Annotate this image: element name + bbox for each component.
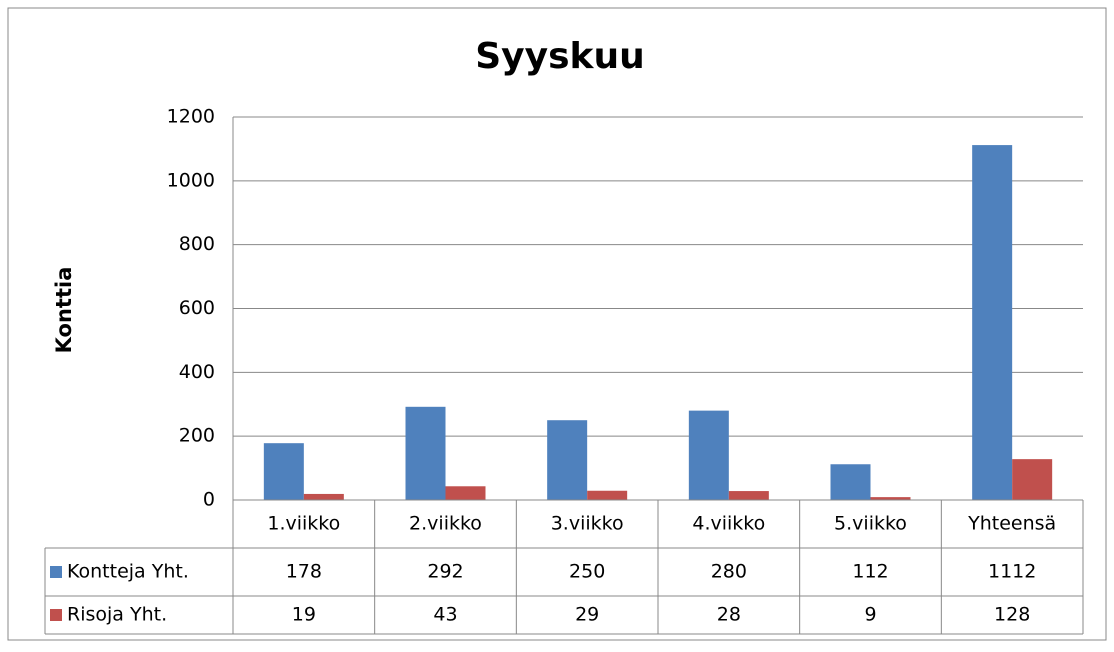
x-tick-label: 1.viikko <box>267 513 340 535</box>
table-value: 292 <box>427 561 463 583</box>
bar <box>688 410 729 500</box>
table-value: 9 <box>864 604 876 626</box>
y-tick-label: 600 <box>179 297 215 319</box>
bar <box>728 491 769 500</box>
x-tick-label: Yhteensä <box>967 513 1056 535</box>
legend-key <box>50 609 62 621</box>
bar <box>830 464 871 500</box>
bar <box>870 497 911 500</box>
table-value: 280 <box>711 561 747 583</box>
x-tick-label: 3.viikko <box>551 513 624 535</box>
y-tick-label: 1200 <box>167 106 215 128</box>
bar <box>972 145 1013 500</box>
bar <box>547 420 588 500</box>
chart-title: Syyskuu <box>475 36 645 77</box>
x-tick-label: 4.viikko <box>692 513 765 535</box>
table-value: 43 <box>433 604 457 626</box>
y-tick-label: 800 <box>179 233 215 255</box>
legend-label: Kontteja Yht. <box>67 561 189 583</box>
table-value: 29 <box>575 604 599 626</box>
table-value: 112 <box>852 561 888 583</box>
bar <box>263 443 304 500</box>
table-value: 250 <box>569 561 605 583</box>
y-tick-label: 400 <box>179 361 215 383</box>
bar <box>405 406 446 500</box>
table-value: 19 <box>292 604 316 626</box>
bar <box>445 486 486 500</box>
x-tick-label: 5.viikko <box>834 513 907 535</box>
legend-key <box>50 566 62 578</box>
chart-border <box>7 7 1107 641</box>
table-value: 128 <box>994 604 1030 626</box>
table-value: 28 <box>717 604 741 626</box>
legend-label: Risoja Yht. <box>67 604 167 626</box>
y-tick-label: 0 <box>203 489 215 511</box>
table-value: 1112 <box>988 561 1036 583</box>
bar <box>1012 459 1053 500</box>
table-value: 178 <box>286 561 322 583</box>
y-axis-label: Konttia <box>52 267 76 354</box>
bar <box>587 490 628 500</box>
x-tick-label: 2.viikko <box>409 513 482 535</box>
bar <box>303 493 344 500</box>
y-tick-label: 200 <box>179 425 215 447</box>
y-tick-label: 1000 <box>167 169 215 191</box>
